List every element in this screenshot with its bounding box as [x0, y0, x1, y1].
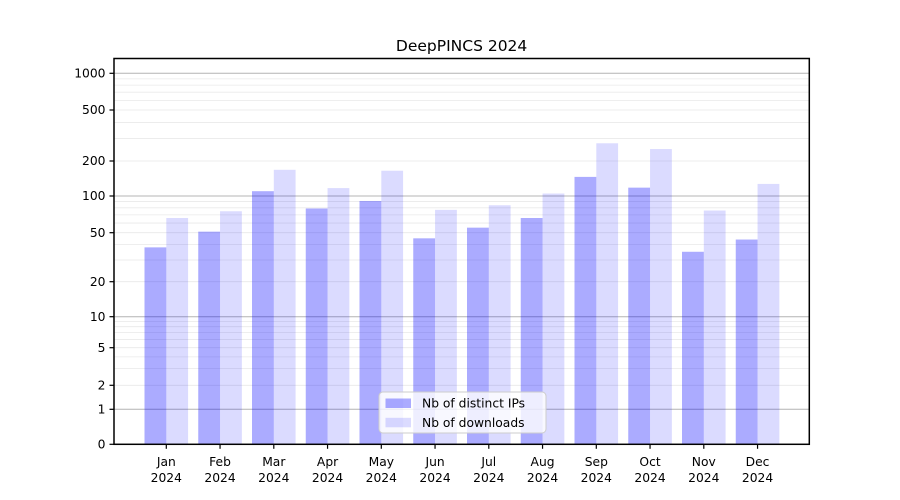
x-tick-label: Aug 2024: [527, 455, 558, 485]
bar-distinct-ips-jan: [144, 247, 167, 445]
x-tick-label: Feb 2024: [204, 455, 235, 485]
legend-label-downloads: Nb of downloads: [422, 416, 525, 430]
x-tick-label: Jan 2024: [151, 455, 182, 485]
bar-downloads-sep: [596, 143, 619, 445]
y-tick-label: 500: [82, 103, 105, 117]
x-tick-label: Nov 2024: [688, 455, 719, 485]
bar-downloads-aug: [542, 193, 565, 445]
legend-swatch-downloads: [385, 417, 411, 428]
bar-distinct-ips-nov: [682, 251, 704, 445]
bar-distinct-ips-apr: [305, 208, 328, 445]
bar-distinct-ips-dec: [735, 239, 758, 445]
bar-distinct-ips-aug: [520, 218, 543, 445]
y-tick-label: 20: [90, 275, 106, 289]
bar-downloads-mar: [273, 169, 296, 445]
x-tick-label: May 2024: [366, 455, 397, 485]
bar-downloads-apr: [327, 188, 350, 445]
bar-distinct-ips-feb: [198, 231, 221, 445]
chart-title: DeepPINCS 2024: [396, 37, 527, 55]
legend: Nb of distinct IPs Nb of downloads: [378, 391, 547, 434]
y-tick-label: 5: [98, 341, 106, 355]
x-tick-label: Apr 2024: [312, 455, 343, 485]
legend-swatch-distinct-ips: [385, 398, 411, 408]
bar-downloads-jan: [166, 218, 189, 445]
legend-label-distinct-ips: Nb of distinct IPs: [422, 397, 525, 411]
y-tick-label: 2: [98, 379, 106, 393]
y-tick-label: 1: [98, 403, 106, 417]
x-tick-label: Mar 2024: [258, 455, 289, 485]
legend-box: [378, 391, 547, 434]
bar-distinct-ips-may: [359, 200, 382, 445]
y-tick-label: 200: [82, 154, 105, 168]
bar-downloads-oct: [650, 149, 672, 445]
x-tick-label: Jun 2024: [419, 455, 450, 485]
bar-downloads-feb: [220, 211, 242, 445]
plot-border: [113, 57, 811, 446]
y-tick-label: 100: [82, 189, 105, 203]
bar-distinct-ips-jul: [467, 227, 489, 445]
minor-gridlines: [114, 78, 810, 386]
bar-distinct-ips-oct: [628, 187, 651, 445]
bar-downloads-may: [381, 170, 404, 445]
x-tick-label: Oct 2024: [634, 455, 665, 485]
y-tick-label: 1000: [74, 67, 105, 81]
x-axis: Jan 2024 Feb 2024 Mar 2024 Apr 2024 May 2024 Jun 20…: [151, 444, 773, 485]
x-tick-label: Sep 2024: [581, 455, 612, 485]
bar-downloads-dec: [757, 183, 780, 445]
bar-distinct-ips-mar: [252, 191, 274, 445]
y-tick-label: 50: [90, 226, 106, 240]
y-tick-label: 0: [98, 438, 106, 452]
bar-distinct-ips-sep: [574, 176, 597, 445]
bar-downloads-jun: [435, 209, 457, 445]
bar-downloads-jul: [488, 205, 511, 445]
y-axis: 0 1 2 5 10 20 50 100 200 500 1000: [74, 67, 114, 452]
x-tick-label: Jul 2024: [473, 455, 504, 485]
y-tick-label: 10: [90, 310, 106, 324]
x-tick-label: Dec 2024: [742, 455, 773, 485]
bar-downloads-nov: [703, 210, 726, 445]
